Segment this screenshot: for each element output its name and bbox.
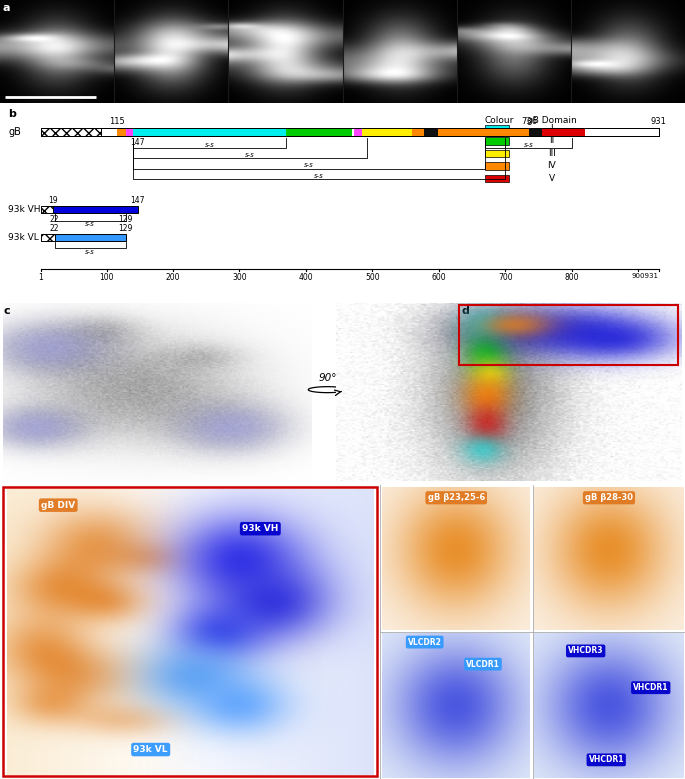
Text: 129: 129 xyxy=(119,224,133,233)
Text: 19: 19 xyxy=(48,196,58,205)
Bar xyxy=(127,128,133,136)
Bar xyxy=(486,150,509,157)
Text: Colour: Colour xyxy=(484,115,513,125)
Bar xyxy=(486,125,509,132)
Text: s-s: s-s xyxy=(86,221,95,227)
Text: s-s: s-s xyxy=(245,152,255,158)
Text: 700: 700 xyxy=(498,273,512,282)
Bar xyxy=(530,128,542,136)
Text: 400: 400 xyxy=(299,273,313,282)
Bar xyxy=(40,206,53,213)
Text: 1: 1 xyxy=(38,273,43,282)
Text: gB β23,25-6: gB β23,25-6 xyxy=(427,493,485,502)
Text: V: V xyxy=(549,174,555,183)
Bar xyxy=(362,128,412,136)
Text: VLCDR1: VLCDR1 xyxy=(466,660,500,668)
Text: 90°: 90° xyxy=(318,373,337,383)
Text: 736: 736 xyxy=(521,118,537,126)
Text: a: a xyxy=(2,3,10,13)
Bar xyxy=(353,128,362,136)
Text: III: III xyxy=(548,149,556,157)
Text: 200: 200 xyxy=(166,273,180,282)
Text: IV: IV xyxy=(547,161,556,170)
Bar xyxy=(486,174,509,182)
Text: 22: 22 xyxy=(50,215,60,224)
Text: gB Domain: gB Domain xyxy=(527,115,577,125)
Bar xyxy=(486,162,509,170)
Text: s-s: s-s xyxy=(205,142,214,147)
Text: 600: 600 xyxy=(432,273,446,282)
Text: d: d xyxy=(461,305,469,315)
Text: s-s: s-s xyxy=(314,173,324,179)
Text: 900931: 900931 xyxy=(632,273,659,279)
Text: gB: gB xyxy=(8,127,21,137)
Text: 129: 129 xyxy=(119,215,133,224)
Text: 800: 800 xyxy=(564,273,579,282)
Bar xyxy=(40,128,659,136)
Bar xyxy=(412,128,424,136)
Bar xyxy=(55,234,126,241)
Text: gB β28-30: gB β28-30 xyxy=(585,493,633,502)
Bar xyxy=(459,305,678,365)
Text: c: c xyxy=(3,305,10,315)
Text: s-s: s-s xyxy=(524,142,534,147)
Bar xyxy=(53,206,138,213)
Text: s-s: s-s xyxy=(304,163,314,168)
Bar xyxy=(40,128,659,136)
Text: 500: 500 xyxy=(365,273,379,282)
Bar xyxy=(486,137,509,145)
Text: 22: 22 xyxy=(50,224,60,233)
Bar xyxy=(40,128,101,136)
Text: gB DIV: gB DIV xyxy=(41,501,75,509)
Text: 147: 147 xyxy=(131,196,145,205)
Text: II: II xyxy=(549,136,554,145)
Text: 93k VL: 93k VL xyxy=(134,745,168,754)
Bar xyxy=(40,234,55,241)
Text: s-s: s-s xyxy=(86,249,95,255)
Text: 93k VH: 93k VH xyxy=(8,205,40,214)
Text: I: I xyxy=(551,124,553,132)
Bar xyxy=(438,128,530,136)
Bar xyxy=(424,128,438,136)
Text: 931: 931 xyxy=(651,118,667,126)
Text: 300: 300 xyxy=(232,273,247,282)
Text: VHCDR1: VHCDR1 xyxy=(588,756,624,764)
Bar xyxy=(133,128,286,136)
Text: b: b xyxy=(8,108,16,118)
Bar xyxy=(3,488,377,776)
Bar xyxy=(286,128,353,136)
Text: 147: 147 xyxy=(131,138,145,147)
Text: VHCDR3: VHCDR3 xyxy=(568,647,603,655)
Text: 100: 100 xyxy=(99,273,114,282)
Text: VHCDR1: VHCDR1 xyxy=(633,683,669,693)
Text: 93k VH: 93k VH xyxy=(242,524,279,533)
Text: 93k VL: 93k VL xyxy=(8,233,39,241)
Bar xyxy=(116,128,127,136)
Text: 115: 115 xyxy=(109,118,125,126)
Text: VLCDR2: VLCDR2 xyxy=(408,637,442,647)
Bar xyxy=(542,128,585,136)
